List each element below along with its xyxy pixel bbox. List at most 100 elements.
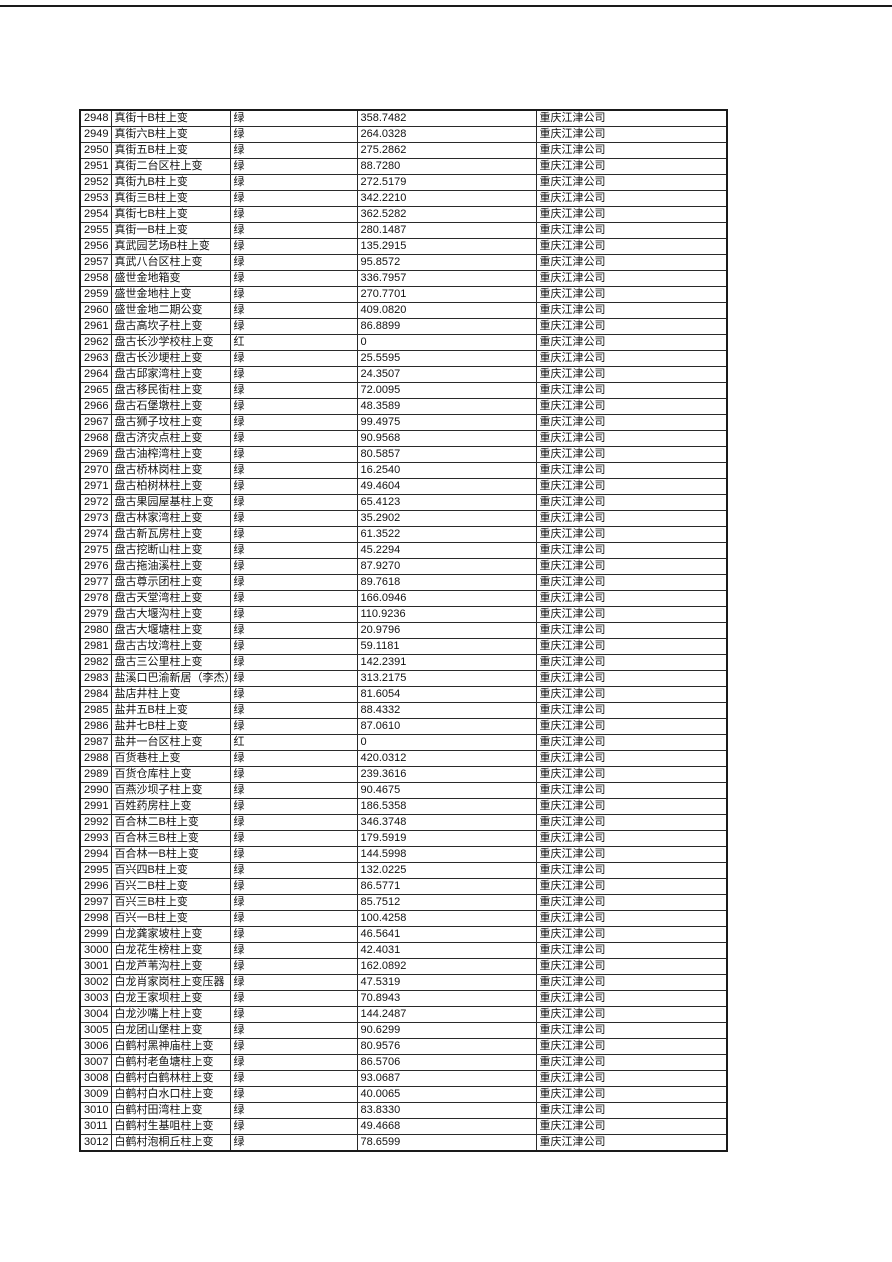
cell-row-id: 3008 — [79, 1070, 112, 1087]
cell-company: 重庆江津公司 — [535, 590, 728, 607]
cell-name: 盐井七B柱上变 — [110, 718, 231, 735]
cell-name: 盐店井柱上变 — [110, 686, 231, 703]
cell-status: 绿 — [229, 526, 358, 543]
cell-company: 重庆江津公司 — [535, 798, 728, 815]
cell-row-id: 2980 — [79, 622, 112, 639]
cell-company: 重庆江津公司 — [535, 974, 728, 991]
cell-value: 110.9236 — [356, 606, 537, 623]
cell-row-id: 3012 — [79, 1134, 112, 1152]
table-row: 3003 白龙王家坝柱上变绿 70.8943 重庆江津公司 — [79, 990, 728, 1007]
cell-name: 盘古长沙埂柱上变 — [110, 350, 231, 367]
cell-value: 0 — [356, 734, 537, 751]
cell-name: 盘古移民街柱上变 — [110, 382, 231, 399]
table-row: 2951 真街二台区柱上变绿 88.7280 重庆江津公司 — [79, 158, 728, 175]
cell-row-id: 2965 — [79, 382, 112, 399]
cell-name: 白鹤村田湾柱上变 — [110, 1102, 231, 1119]
cell-status: 绿 — [229, 190, 358, 207]
table-row: 3001 白龙芦苇沟柱上变绿 162.0892 重庆江津公司 — [79, 958, 728, 975]
cell-name: 真街三B柱上变 — [110, 190, 231, 207]
cell-name: 盘古林家湾柱上变 — [110, 510, 231, 527]
cell-company: 重庆江津公司 — [535, 462, 728, 479]
cell-row-id: 2987 — [79, 734, 112, 751]
cell-row-id: 2990 — [79, 782, 112, 799]
cell-value: 16.2540 — [356, 462, 537, 479]
cell-company: 重庆江津公司 — [535, 1006, 728, 1023]
cell-name: 百兴四B柱上变 — [110, 862, 231, 879]
table-row: 2996 百兴二B柱上变绿 86.5771 重庆江津公司 — [79, 878, 728, 895]
cell-row-id: 2999 — [79, 926, 112, 943]
cell-row-id: 2967 — [79, 414, 112, 431]
cell-row-id: 3002 — [79, 974, 112, 991]
page-top-rule — [0, 5, 892, 7]
cell-value: 46.5641 — [356, 926, 537, 943]
cell-value: 80.5857 — [356, 446, 537, 463]
cell-value: 362.5282 — [356, 206, 537, 223]
cell-company: 重庆江津公司 — [535, 478, 728, 495]
cell-name: 盘古油榨湾柱上变 — [110, 446, 231, 463]
table-row: 2991 百姓药房柱上变绿 186.5358 重庆江津公司 — [79, 798, 728, 815]
cell-status: 绿 — [229, 1134, 358, 1152]
cell-company: 重庆江津公司 — [535, 718, 728, 735]
table-row: 2968 盘古济灾点柱上变绿 90.9568 重庆江津公司 — [79, 430, 728, 447]
cell-status: 绿 — [229, 366, 358, 383]
cell-row-id: 2958 — [79, 270, 112, 287]
table-row: 2975 盘古挖断山柱上变绿 45.2294 重庆江津公司 — [79, 542, 728, 559]
cell-company: 重庆江津公司 — [535, 622, 728, 639]
cell-row-id: 2961 — [79, 318, 112, 335]
cell-row-id: 2973 — [79, 510, 112, 527]
table-row: 2995 百兴四B柱上变绿 132.0225 重庆江津公司 — [79, 862, 728, 879]
cell-name: 白鹤村泡桐丘柱上变 — [110, 1134, 231, 1152]
cell-value: 87.9270 — [356, 558, 537, 575]
cell-name: 盘古济灾点柱上变 — [110, 430, 231, 447]
cell-row-id: 2950 — [79, 142, 112, 159]
cell-value: 135.2915 — [356, 238, 537, 255]
cell-status: 绿 — [229, 510, 358, 527]
cell-company: 重庆江津公司 — [535, 446, 728, 463]
table-row: 3002 白龙肖家岗柱上变压器绿 47.5319 重庆江津公司 — [79, 974, 728, 991]
cell-value: 25.5595 — [356, 350, 537, 367]
cell-company: 重庆江津公司 — [535, 510, 728, 527]
cell-company: 重庆江津公司 — [535, 782, 728, 799]
cell-status: 绿 — [229, 382, 358, 399]
cell-value: 24.3507 — [356, 366, 537, 383]
cell-status: 绿 — [229, 142, 358, 159]
cell-name: 真街五B柱上变 — [110, 142, 231, 159]
cell-row-id: 2992 — [79, 814, 112, 831]
cell-status: 绿 — [229, 318, 358, 335]
cell-value: 48.3589 — [356, 398, 537, 415]
cell-name: 白鹤村白水口柱上变 — [110, 1086, 231, 1103]
cell-company: 重庆江津公司 — [535, 1118, 728, 1135]
cell-value: 61.3522 — [356, 526, 537, 543]
cell-name: 百燕沙坝子柱上变 — [110, 782, 231, 799]
cell-row-id: 2988 — [79, 750, 112, 767]
cell-status: 绿 — [229, 558, 358, 575]
cell-name: 盘古长沙学校柱上变 — [110, 334, 231, 351]
cell-name: 盛世金地箱变 — [110, 270, 231, 287]
table-body: 2948 真街十B柱上变绿 358.7482 重庆江津公司 2949 真街六B柱上变绿 26… — [79, 109, 728, 1152]
cell-company: 重庆江津公司 — [535, 654, 728, 671]
cell-name: 百兴二B柱上变 — [110, 878, 231, 895]
cell-status: 绿 — [229, 766, 358, 783]
table-row: 2954 真街七B柱上变绿 362.5282 重庆江津公司 — [79, 206, 728, 223]
cell-row-id: 2974 — [79, 526, 112, 543]
cell-status: 绿 — [229, 1054, 358, 1071]
cell-row-id: 2954 — [79, 206, 112, 223]
cell-value: 90.9568 — [356, 430, 537, 447]
cell-name: 百合林三B柱上变 — [110, 830, 231, 847]
cell-row-id: 3006 — [79, 1038, 112, 1055]
table-row: 2986 盐井七B柱上变绿 87.0610 重庆江津公司 — [79, 718, 728, 735]
cell-status: 绿 — [229, 1086, 358, 1103]
cell-name: 盛世金地柱上变 — [110, 286, 231, 303]
cell-name: 真街十B柱上变 — [110, 109, 231, 127]
cell-row-id: 2981 — [79, 638, 112, 655]
table-row: 2978 盘古天堂湾柱上变绿 166.0946 重庆江津公司 — [79, 590, 728, 607]
cell-company: 重庆江津公司 — [535, 109, 728, 127]
cell-status: 红 — [229, 334, 358, 351]
cell-status: 绿 — [229, 222, 358, 239]
cell-name: 白龙龚家坡柱上变 — [110, 926, 231, 943]
cell-name: 盐井一台区柱上变 — [110, 734, 231, 751]
cell-value: 346.3748 — [356, 814, 537, 831]
table-row: 3009 白鹤村白水口柱上变绿 40.0065 重庆江津公司 — [79, 1086, 728, 1103]
cell-row-id: 2956 — [79, 238, 112, 255]
cell-name: 盘古石堡墩柱上变 — [110, 398, 231, 415]
